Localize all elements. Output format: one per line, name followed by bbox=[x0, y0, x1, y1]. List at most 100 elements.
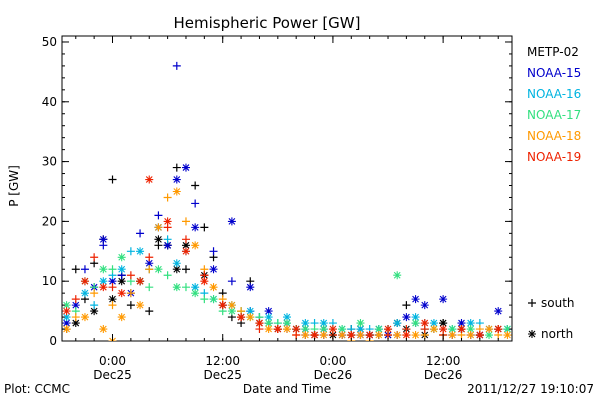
point-north-1 bbox=[71, 301, 80, 310]
point-south-0 bbox=[145, 307, 154, 316]
point-south-4 bbox=[126, 289, 135, 298]
point-north-0 bbox=[172, 265, 181, 274]
point-north-4 bbox=[80, 313, 89, 322]
legend-marker-label: south bbox=[541, 296, 575, 310]
point-north-3 bbox=[503, 325, 512, 334]
point-north-4 bbox=[62, 325, 71, 334]
point-north-2 bbox=[191, 283, 200, 292]
point-north-4 bbox=[154, 223, 163, 232]
point-north-0 bbox=[568, 313, 576, 321]
point-south-1 bbox=[227, 277, 236, 286]
point-north-4 bbox=[227, 301, 236, 310]
point-north-4 bbox=[136, 301, 145, 310]
point-north-2 bbox=[264, 313, 273, 322]
point-north-1 bbox=[439, 295, 448, 304]
point-south-5 bbox=[513, 307, 521, 315]
point-north-3 bbox=[595, 325, 600, 333]
point-north-2 bbox=[172, 259, 181, 268]
point-north-1 bbox=[264, 307, 273, 316]
chart-title: Hemispheric Power [GW] bbox=[174, 14, 361, 32]
legend-marker-symbol bbox=[528, 330, 536, 338]
point-south-2 bbox=[163, 235, 172, 244]
point-south-1 bbox=[154, 211, 163, 220]
point-north-5 bbox=[136, 277, 145, 286]
point-north-1 bbox=[411, 295, 420, 304]
point-north-4 bbox=[246, 313, 255, 322]
point-north-3 bbox=[319, 325, 328, 334]
point-north-5 bbox=[494, 325, 503, 334]
point-north-1 bbox=[227, 217, 236, 226]
x-tick-time-label: 12:00 bbox=[205, 354, 240, 368]
axes: 010203040500:00Dec2512:00Dec250:00Dec261… bbox=[42, 35, 512, 382]
point-north-2 bbox=[99, 277, 108, 286]
point-north-3 bbox=[338, 325, 347, 334]
point-south-4 bbox=[163, 193, 172, 202]
point-south-1 bbox=[595, 331, 600, 339]
point-north-2 bbox=[559, 319, 567, 327]
point-north-5 bbox=[237, 313, 246, 322]
y-tick-label: 30 bbox=[42, 155, 57, 169]
point-north-0 bbox=[513, 331, 521, 339]
point-north-4 bbox=[595, 331, 600, 339]
point-north-1 bbox=[402, 313, 411, 322]
legend-series-label: NOAA-15 bbox=[527, 66, 581, 80]
point-south-0 bbox=[108, 175, 117, 184]
point-north-3 bbox=[227, 307, 236, 316]
point-north-5 bbox=[200, 277, 209, 286]
plot-area bbox=[61, 35, 513, 342]
point-south-0 bbox=[172, 163, 181, 172]
point-north-5 bbox=[62, 307, 71, 316]
point-south-1 bbox=[209, 247, 218, 256]
point-south-0 bbox=[568, 319, 576, 327]
point-north-3 bbox=[301, 325, 310, 334]
point-north-0 bbox=[586, 325, 594, 333]
point-north-3 bbox=[411, 319, 420, 328]
legend-series-label: METP-02 bbox=[527, 45, 579, 59]
point-north-2 bbox=[356, 325, 365, 334]
data-marks bbox=[62, 61, 600, 341]
point-north-3 bbox=[264, 319, 273, 328]
plot-frame bbox=[61, 35, 513, 342]
point-north-1 bbox=[191, 223, 200, 232]
series-1 bbox=[62, 61, 600, 340]
point-north-5 bbox=[80, 277, 89, 286]
point-north-1 bbox=[549, 319, 557, 327]
point-north-1 bbox=[181, 163, 190, 172]
point-south-0 bbox=[126, 301, 135, 310]
point-south-5 bbox=[586, 325, 594, 333]
point-north-2 bbox=[577, 325, 585, 333]
point-north-3 bbox=[117, 253, 126, 262]
point-south-2 bbox=[513, 319, 521, 327]
legend-series-label: NOAA-18 bbox=[527, 129, 581, 143]
point-north-5 bbox=[384, 325, 393, 334]
legend-marker-symbol bbox=[528, 299, 536, 307]
point-south-5 bbox=[181, 235, 190, 244]
point-north-1 bbox=[108, 277, 117, 286]
series-4 bbox=[62, 187, 600, 341]
y-tick-label: 50 bbox=[42, 35, 57, 49]
x-tick-date-label: Dec26 bbox=[424, 368, 463, 382]
point-north-4 bbox=[319, 331, 328, 340]
point-north-2 bbox=[466, 319, 475, 328]
point-north-3 bbox=[191, 289, 200, 298]
point-north-2 bbox=[283, 313, 291, 322]
point-south-0 bbox=[191, 181, 200, 190]
point-south-3 bbox=[200, 295, 209, 304]
point-south-2 bbox=[90, 301, 99, 310]
point-north-4 bbox=[283, 325, 291, 334]
point-north-4 bbox=[338, 331, 347, 340]
point-north-5 bbox=[145, 175, 154, 184]
legend-series-label: NOAA-16 bbox=[527, 87, 581, 101]
point-south-3 bbox=[145, 283, 154, 292]
plot-timestamp: 2011/12/27 19:10:07 bbox=[467, 382, 594, 396]
point-north-4 bbox=[374, 331, 383, 340]
point-north-5 bbox=[163, 217, 172, 226]
point-north-3 bbox=[522, 325, 530, 333]
y-axis-label: P [GW] bbox=[7, 165, 21, 207]
point-north-3 bbox=[172, 283, 181, 292]
point-north-2 bbox=[522, 319, 530, 327]
point-north-5 bbox=[117, 289, 126, 298]
point-north-1 bbox=[99, 235, 108, 244]
point-north-5 bbox=[292, 325, 301, 334]
